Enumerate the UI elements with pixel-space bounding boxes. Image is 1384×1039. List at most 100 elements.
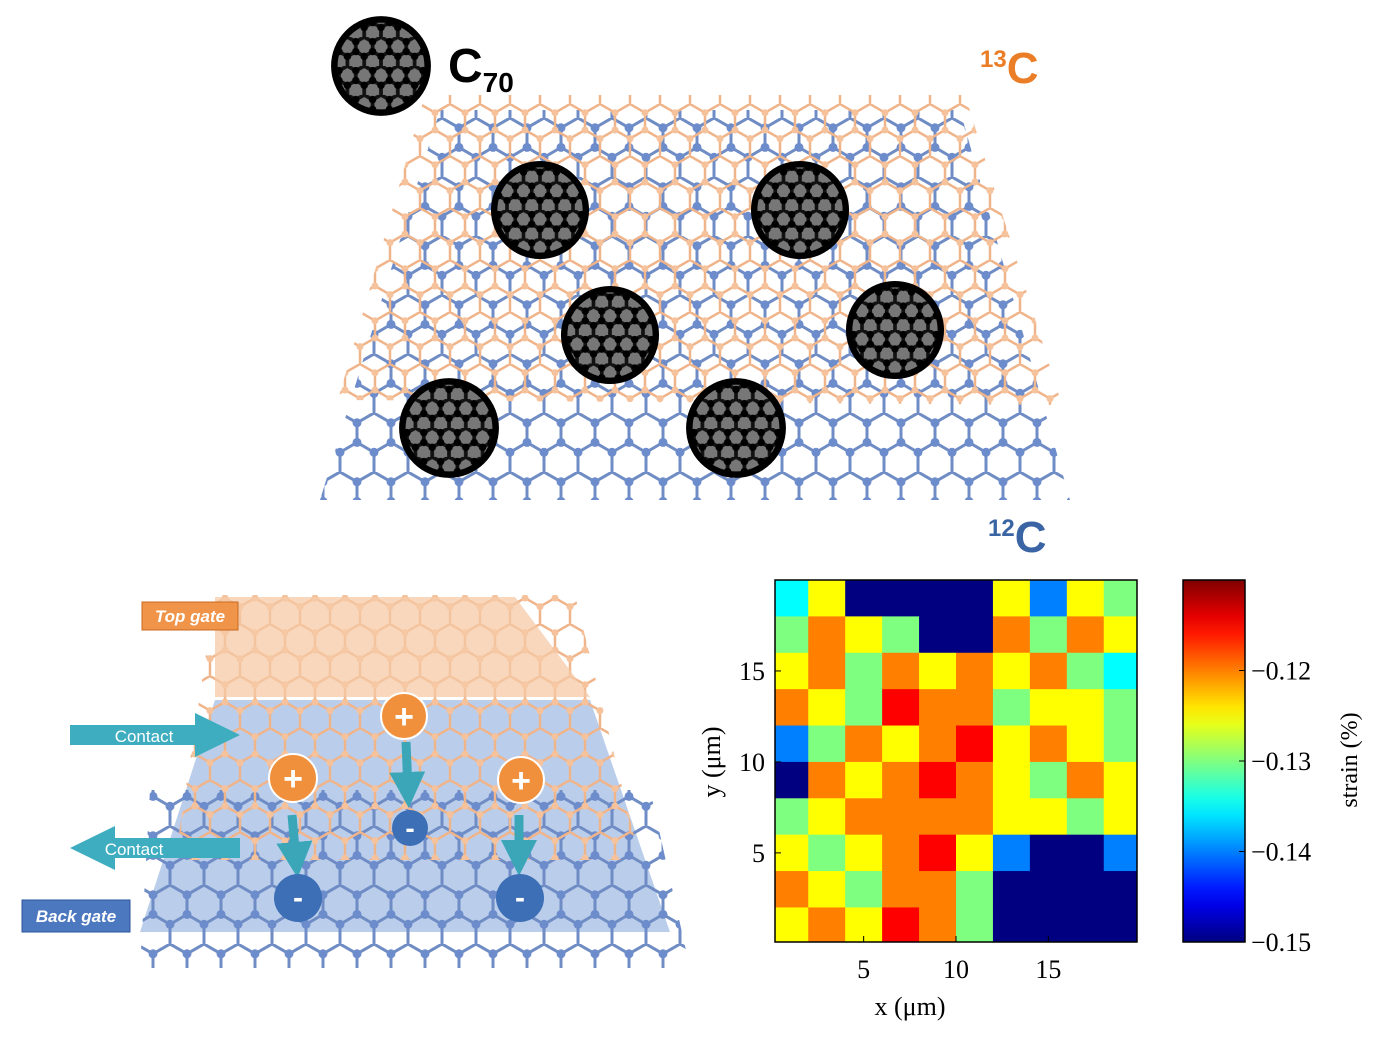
heat-cell — [808, 834, 846, 872]
heat-cell — [919, 652, 957, 690]
fullerene — [849, 284, 941, 376]
device-illustration: Top gate Back gate Contact Contact + + +… — [21, 595, 690, 968]
heat-cell — [992, 761, 1031, 799]
heat-cell — [1066, 580, 1105, 617]
heat-cell — [956, 871, 994, 908]
heat-cell — [1029, 798, 1068, 836]
heat-cell — [919, 616, 957, 654]
heat-cell — [1103, 834, 1137, 872]
colorbar-tick-label: −0.13 — [1251, 747, 1311, 776]
negative-charge — [274, 874, 322, 922]
heat-cell — [808, 580, 846, 617]
y-tick-label: 10 — [739, 748, 765, 777]
heat-cell — [919, 725, 957, 763]
field-arrow — [276, 814, 313, 878]
heat-cell — [1029, 652, 1068, 690]
heat-cell — [1029, 725, 1068, 763]
lattice-13c — [338, 95, 1062, 405]
heat-cell — [808, 907, 846, 942]
heat-cell — [919, 907, 957, 942]
charge-sign: + — [283, 760, 303, 798]
charge-sign: + — [511, 762, 531, 800]
heat-cell — [808, 689, 846, 727]
colorbar-tick-label: −0.14 — [1251, 838, 1311, 867]
heat-cell — [1066, 616, 1105, 654]
charge-sign: + — [394, 698, 414, 736]
heat-cell — [919, 761, 957, 799]
heat-cell — [992, 798, 1031, 836]
heat-cell — [845, 616, 883, 654]
heat-cell — [919, 798, 957, 836]
heat-cell — [845, 834, 883, 872]
heat-cell — [882, 907, 920, 942]
colorbar-label: strain (%) — [1337, 712, 1363, 807]
heat-cell — [775, 871, 809, 908]
back-gate-box — [21, 899, 131, 933]
heat-cell — [882, 652, 920, 690]
heat-cell — [1066, 725, 1105, 763]
heat-cell — [956, 689, 994, 727]
negative-charge — [392, 810, 428, 846]
y-tick-label: 15 — [739, 657, 765, 686]
back-gate-label: Back gate — [36, 907, 116, 926]
heat-cell — [956, 652, 994, 690]
heat-cell — [1066, 834, 1105, 872]
heat-cell — [992, 725, 1031, 763]
heat-cell — [775, 725, 809, 763]
heat-cell — [775, 580, 809, 617]
colorbar-tick-label: −0.12 — [1251, 657, 1311, 686]
charge-sign: - — [405, 813, 414, 844]
heat-cell — [882, 689, 920, 727]
heat-cell — [992, 616, 1031, 654]
heat-cell — [845, 580, 883, 617]
heat-cell — [1029, 834, 1068, 872]
heat-cell — [882, 834, 920, 872]
heat-cell — [808, 798, 846, 836]
heat-cell — [1066, 689, 1105, 727]
heat-cell — [808, 616, 846, 654]
field-arrow — [389, 741, 426, 808]
top-gate-label: Top gate — [155, 607, 225, 626]
positive-charge — [497, 756, 545, 804]
heat-cell — [956, 798, 994, 836]
heat-cell — [882, 798, 920, 836]
heat-cell — [1103, 689, 1137, 727]
heat-cell — [775, 616, 809, 654]
heat-cell — [1066, 761, 1105, 799]
fullerene — [402, 381, 495, 474]
colorbar-tick-label: −0.15 — [1251, 928, 1311, 957]
heat-cell — [1029, 616, 1068, 654]
heat-cell — [1066, 871, 1105, 908]
top-illustration: C70 13C 12C — [320, 19, 1070, 562]
heat-cell — [919, 834, 957, 872]
heat-cell — [1103, 907, 1137, 942]
heat-cell — [992, 871, 1031, 908]
negative-charge — [496, 874, 544, 922]
x-axis-label: x (μm) — [875, 992, 946, 1021]
heat-cell — [845, 871, 883, 908]
heat-cell — [919, 689, 957, 727]
colorbar — [1182, 579, 1246, 943]
fullerene — [754, 164, 846, 256]
heat-cell — [882, 725, 920, 763]
heat-cell — [1103, 798, 1137, 836]
heat-cell — [956, 580, 994, 617]
heat-cell — [992, 834, 1031, 872]
heat-cell — [992, 580, 1031, 617]
heat-cell — [882, 871, 920, 908]
heat-cell — [845, 798, 883, 836]
x-tick-label: 5 — [857, 955, 870, 984]
contact-arrow — [70, 713, 240, 757]
fullerene — [334, 19, 427, 112]
heat-cell — [775, 798, 809, 836]
heat-cell — [992, 689, 1031, 727]
heatmap-cells — [775, 580, 1137, 942]
heat-cell — [1029, 871, 1068, 908]
heat-cell — [956, 907, 994, 942]
y-axis-label: y (μm) — [697, 727, 726, 798]
heat-cell — [845, 725, 883, 763]
heat-cell — [1066, 652, 1105, 690]
isotope-13c-label: 13C — [980, 44, 1038, 93]
heat-cell — [992, 652, 1031, 690]
